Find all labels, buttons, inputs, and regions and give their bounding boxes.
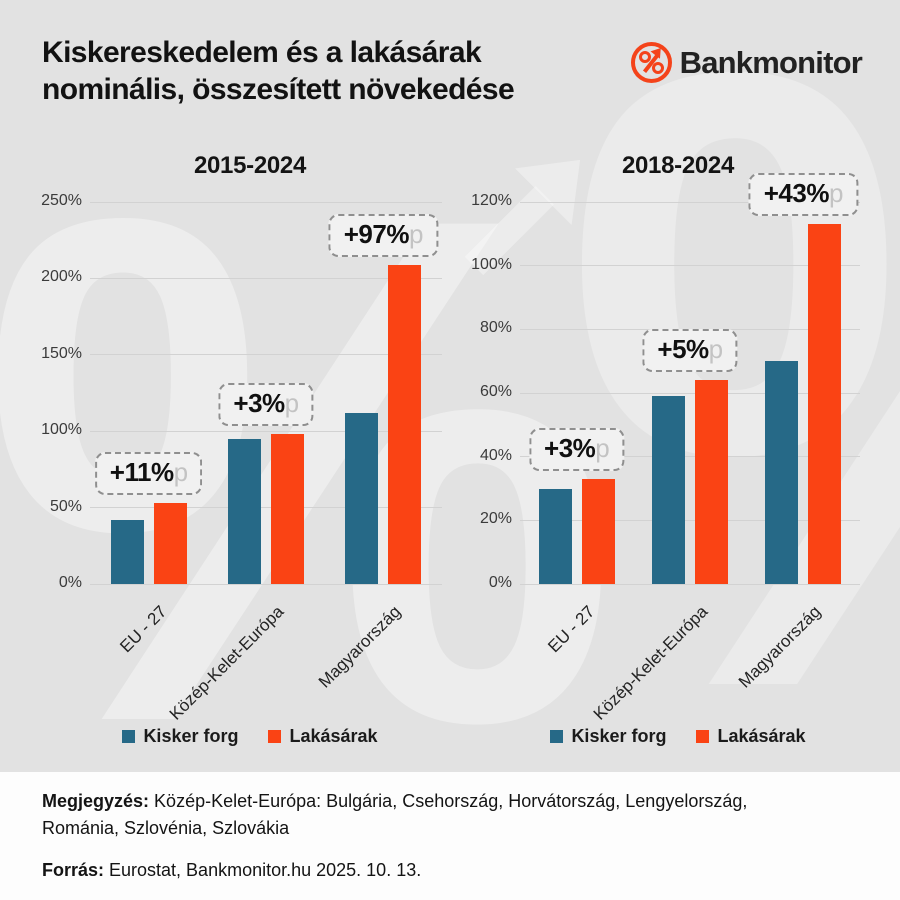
annotation-badge: +11%p xyxy=(94,452,203,496)
bar-kisker-forg xyxy=(110,519,144,584)
legend-item-kisker-forg: Kisker forg xyxy=(122,726,238,747)
x-axis-label: Magyarország xyxy=(735,602,825,692)
bar-lakasarak xyxy=(271,434,304,584)
page-title-line2: nominális, összesített növekedése xyxy=(42,73,515,106)
bar-kisker-forg xyxy=(345,412,379,584)
header: Kiskereskedelem és a lakásárak nominális… xyxy=(42,34,863,108)
y-axis-tick-label: 120% xyxy=(471,192,512,209)
bar-lakasarak xyxy=(388,264,422,584)
bankmonitor-logo: Bankmonitor xyxy=(630,42,863,83)
note-label: Megjegyzés: xyxy=(42,791,150,811)
percent-badge-icon xyxy=(630,42,672,83)
x-axis-label: EU - 27 xyxy=(115,602,171,657)
annotation-badge: +5%p xyxy=(642,329,738,373)
bar-kisker-forg xyxy=(765,361,799,584)
gridline xyxy=(520,392,860,394)
legend-label: Kisker forg xyxy=(571,726,667,746)
gridline xyxy=(90,201,442,203)
bar-lakasarak xyxy=(153,503,187,584)
plot-area: 0% 50% 100% 150% 200% 250% +11%p EU - 27 +3%p Köz… xyxy=(41,192,442,724)
gridline xyxy=(520,583,860,585)
chart-2015-2024: 2015-2024 0% 50% 100% 150% 200% 250% +11%p EU -… xyxy=(40,140,460,764)
y-axis-tick-label: 0% xyxy=(58,574,82,591)
bar-lakasarak xyxy=(695,380,728,584)
chart-2018-2024: 2018-2024 0% 20% 40% 60% 80% 100% 120% +3%p EU -… xyxy=(468,140,888,764)
plot-area: 0% 20% 40% 60% 80% 100% 120% +3%p EU - 27 +5%p Köz… xyxy=(471,173,860,724)
legend: Kisker forg Lakásárak xyxy=(468,726,888,747)
y-axis-tick-label: 20% xyxy=(479,510,512,528)
gridline xyxy=(520,201,860,203)
legend: Kisker forg Lakásárak xyxy=(40,726,460,747)
page-title-line1: Kiskereskedelem és a lakásárak xyxy=(42,36,482,69)
bar-kisker-forg xyxy=(652,396,685,584)
x-axis-label: Közép-Kelet-Európa xyxy=(165,602,288,724)
y-axis-tick-label: 60% xyxy=(479,383,512,400)
chart-title: 2015-2024 xyxy=(193,152,307,179)
bar-lakasarak xyxy=(581,478,615,584)
bar-kisker-forg xyxy=(228,438,261,584)
y-axis-tick-label: 40% xyxy=(479,446,512,464)
x-axis-label: Közép-Kelet-Európa xyxy=(589,602,712,724)
y-axis-tick-label: 100% xyxy=(41,421,82,439)
annotation-badge: +3%p xyxy=(529,427,625,471)
kisker-forg-swatch xyxy=(122,730,136,743)
page-title: Kiskereskedelem és a lakásárak nominális… xyxy=(42,34,515,108)
y-axis-tick-label: 250% xyxy=(41,192,82,209)
legend-label: Kisker forg xyxy=(143,726,239,746)
annotation-badge: +97%p xyxy=(328,213,438,257)
legend-item-kisker-forg: Kisker forg xyxy=(550,726,666,747)
y-axis-tick-label: 100% xyxy=(471,255,512,273)
annotation-badge: +3%p xyxy=(218,383,314,427)
y-axis-tick-label: 150% xyxy=(41,344,82,362)
bar-lakasarak xyxy=(808,224,842,584)
legend-item-lakasarak: Lakásárak xyxy=(268,726,378,747)
gridline xyxy=(90,507,442,509)
gridline xyxy=(520,519,860,521)
chart-title: 2018-2024 xyxy=(621,152,735,179)
bar-kisker-forg xyxy=(538,488,572,584)
gridline xyxy=(90,277,442,279)
gridline xyxy=(90,354,442,356)
note-text: Megjegyzés: Közép-Kelet-Európa: Bulgária… xyxy=(42,791,748,838)
kisker-forg-swatch xyxy=(550,730,564,743)
annotation-badge: +43%p xyxy=(748,173,858,217)
y-axis-tick-label: 50% xyxy=(49,497,82,515)
y-axis-tick-label: 0% xyxy=(488,574,512,591)
y-axis-tick-label: 200% xyxy=(41,268,82,286)
gridline xyxy=(90,430,442,432)
lakasarak-swatch xyxy=(268,730,282,743)
legend-label: Lakásárak xyxy=(289,726,378,746)
gridline xyxy=(520,265,860,267)
gridline xyxy=(520,456,860,458)
legend-label: Lakásárak xyxy=(717,726,806,746)
logo-text: Bankmonitor xyxy=(679,44,863,80)
y-axis-tick-label: 80% xyxy=(479,319,512,337)
source-text: Forrás: Eurostat, Bankmonitor.hu 2025. 1… xyxy=(42,860,422,880)
gridline xyxy=(90,583,442,585)
legend-item-lakasarak: Lakásárak xyxy=(696,726,806,747)
footer: Megjegyzés: Közép-Kelet-Európa: Bulgária… xyxy=(0,772,900,900)
lakasarak-swatch xyxy=(696,730,710,743)
source-label: Forrás: xyxy=(42,860,105,880)
x-axis-label: Magyarország xyxy=(315,602,405,692)
